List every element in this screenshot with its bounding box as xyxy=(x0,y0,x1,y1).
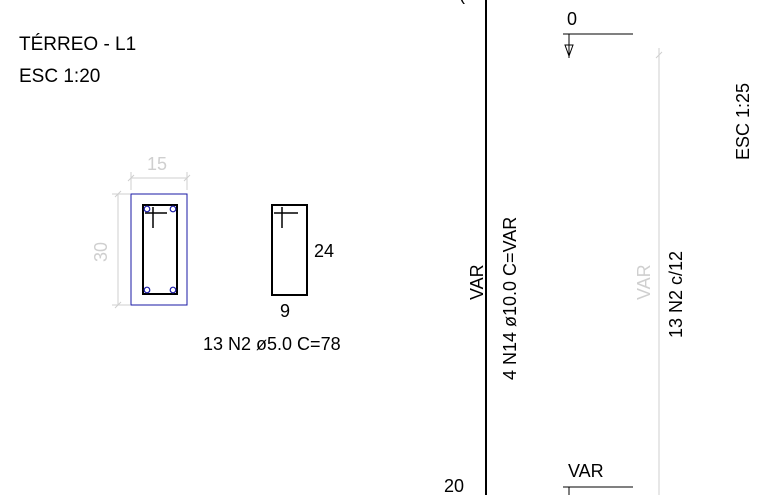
top-level-marker xyxy=(563,33,633,58)
stirrup-shape xyxy=(271,204,308,296)
elevation-top-fragment: ( xyxy=(459,0,465,4)
bottom-level-marker xyxy=(563,486,633,495)
grey-var-label: VAR xyxy=(634,264,654,300)
main-bar-label: 4 N14 ø10.0 C=VAR xyxy=(500,217,520,380)
height-dimension xyxy=(112,190,130,309)
elevation: ( VAR 4 N14 ø10.0 C=VAR 20 0 VAR VAR 13 … xyxy=(444,0,753,495)
stirrup-bottom-dimension: 9 xyxy=(280,301,290,321)
stirrup-side-dimension: 24 xyxy=(314,241,334,261)
stirrup-detail: 24 9 13 N2 ø5.0 C=78 xyxy=(203,204,341,354)
height-dimension-text: 30 xyxy=(91,242,111,262)
left-var-label: VAR xyxy=(467,264,487,300)
rebar-circle xyxy=(143,205,151,213)
stirrup-label: 13 N2 ø5.0 C=78 xyxy=(203,334,341,354)
drawing-title: TÉRREO - L1 xyxy=(19,34,136,55)
stirrup-distribution-line xyxy=(655,48,663,495)
concrete-outline xyxy=(130,193,188,306)
stirrup-spacing-label: 13 N2 c/12 xyxy=(666,251,686,338)
section-stirrup xyxy=(142,204,178,295)
bottom-number: 20 xyxy=(444,476,464,495)
top-level-text: 0 xyxy=(567,9,577,29)
width-dimension xyxy=(127,172,191,190)
bottom-level-text: VAR xyxy=(568,461,604,481)
rebar-circle xyxy=(169,286,177,294)
rebar-circle xyxy=(169,205,177,213)
cross-section: 15 30 xyxy=(91,154,191,309)
elevation-scale: ESC 1:25 xyxy=(733,83,753,160)
rebar-circle xyxy=(143,286,151,294)
width-dimension-text: 15 xyxy=(147,154,167,174)
drawing-scale: ESC 1:20 xyxy=(19,66,100,87)
